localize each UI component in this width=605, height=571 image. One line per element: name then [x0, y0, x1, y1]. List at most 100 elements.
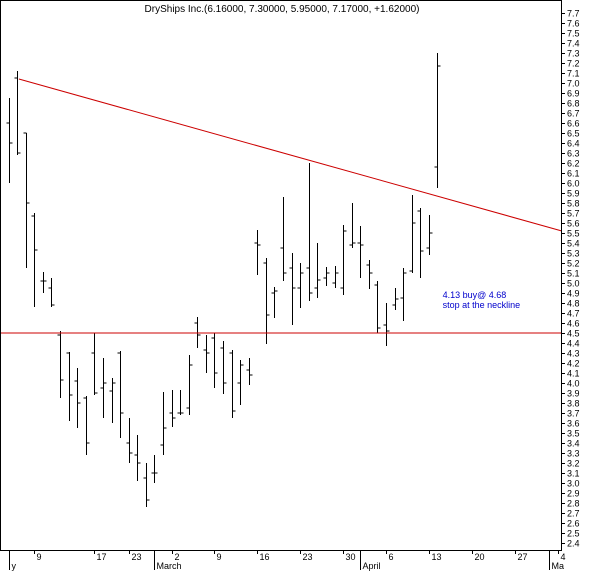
y-tick-label: 5.3	[567, 249, 580, 259]
ohlc-bar	[306, 163, 313, 301]
ohlc-bar	[323, 267, 330, 286]
ohlc-bar	[100, 358, 107, 418]
ohlc-bar	[332, 266, 339, 288]
ohlc-bar	[6, 98, 13, 183]
y-tick-label: 6.6	[567, 119, 580, 129]
y-tick-label: 4.5	[567, 329, 580, 339]
ohlc-bar	[289, 253, 296, 325]
y-tick-label: 3.2	[567, 459, 580, 469]
x-tick-label: 23	[132, 552, 142, 562]
month-label: Ma	[552, 561, 565, 571]
y-tick-label: 6.9	[567, 89, 580, 99]
y-tick-label: 5.4	[567, 239, 580, 249]
x-axis: 9 17 23 2 9 16 23 30 6 13 20 27 4y March April Ma	[9, 550, 566, 571]
x-tick-label: 9	[217, 552, 222, 562]
y-tick-label: 2.4	[567, 539, 580, 549]
month-label: April	[363, 561, 381, 571]
y-tick-label: 2.9	[567, 489, 580, 499]
y-tick-label: 7.3	[567, 49, 580, 59]
y-tick-label: 3.5	[567, 429, 580, 439]
y-tick-label: 6.2	[567, 159, 580, 169]
y-tick-label: 7.0	[567, 79, 580, 89]
annotation-text: stop at the neckline	[443, 300, 521, 310]
y-tick-label: 6.5	[567, 129, 580, 139]
y-tick-label: 3.1	[567, 469, 580, 479]
ohlc-bar	[109, 378, 116, 423]
price-bars	[6, 53, 441, 507]
ohlc-bar	[151, 455, 158, 483]
y-tick-label: 7.7	[567, 9, 580, 19]
ohlc-bar	[40, 272, 47, 293]
ohlc-bar	[349, 203, 356, 248]
y-tick-label: 2.8	[567, 499, 580, 509]
y-tick-label: 2.6	[567, 519, 580, 529]
annotation-text: 4.13 buy@ 4.68	[443, 290, 507, 300]
y-tick-label: 2.5	[567, 529, 580, 539]
x-tick-label: 20	[475, 552, 485, 562]
y-tick-label: 4.7	[567, 309, 580, 319]
x-tick-label: 9	[37, 552, 42, 562]
y-tick-label: 3.3	[567, 449, 580, 459]
y-tick-label: 6.1	[567, 169, 580, 179]
y-tick-label: 2.7	[567, 509, 580, 519]
y-tick-label: 5.6	[567, 219, 580, 229]
y-tick-label: 7.6	[567, 19, 580, 29]
ohlc-bar	[297, 263, 304, 308]
y-tick-label: 3.6	[567, 419, 580, 429]
ohlc-bar	[23, 132, 30, 268]
y-tick-label: 6.4	[567, 139, 580, 149]
y-tick-label: 6.0	[567, 179, 580, 189]
ohlc-bar	[366, 260, 373, 289]
ohlc-bar	[229, 350, 236, 418]
y-tick-label: 4.4	[567, 339, 580, 349]
y-tick-label: 3.8	[567, 399, 580, 409]
ohlc-bar	[134, 435, 141, 481]
y-tick-label: 6.8	[567, 99, 580, 109]
ohlc-bar	[126, 418, 133, 463]
ohlc-bar	[280, 197, 287, 281]
month-label: March	[157, 561, 182, 571]
ohlc-bar	[271, 287, 278, 318]
x-tick-label: 17	[97, 552, 107, 562]
x-tick-label: 2	[175, 552, 180, 562]
ohlc-bar	[74, 368, 81, 428]
ohlc-bar	[14, 71, 21, 155]
x-tick-label: 27	[518, 552, 528, 562]
x-tick-label: 23	[303, 552, 313, 562]
ohlc-bar	[400, 268, 407, 321]
y-tick-label: 5.1	[567, 269, 580, 279]
chart-title: DryShips Inc.(6.16000, 7.30000, 5.95000,…	[145, 4, 420, 15]
ohlc-bar	[340, 225, 347, 295]
ohlc-bar	[117, 351, 124, 438]
ohlc-bar	[409, 195, 416, 273]
x-tick-label: 4	[561, 552, 566, 562]
x-tick-label: 16	[260, 552, 270, 562]
y-tick-label: 7.5	[567, 29, 580, 39]
y-tick-label: 7.2	[567, 59, 580, 69]
ohlc-bar	[246, 358, 253, 385]
y-tick-label: 7.1	[567, 69, 580, 79]
ohlc-bar	[177, 390, 184, 415]
ohlc-bar	[357, 226, 364, 278]
ohlc-bar	[57, 331, 64, 398]
y-axis: 2.42.52.62.72.82.93.03.13.23.33.43.53.63…	[561, 9, 580, 549]
y-tick-label: 3.9	[567, 389, 580, 399]
y-tick-label: 3.7	[567, 409, 580, 419]
y-tick-label: 4.6	[567, 319, 580, 329]
ohlc-bar	[143, 463, 150, 507]
y-tick-label: 4.8	[567, 299, 580, 309]
y-tick-label: 4.3	[567, 349, 580, 359]
ohlc-bar	[392, 288, 399, 310]
y-tick-label: 6.3	[567, 149, 580, 159]
y-tick-label: 7.4	[567, 39, 580, 49]
y-tick-label: 5.7	[567, 209, 580, 219]
y-tick-label: 3.0	[567, 479, 580, 489]
ohlc-bar	[417, 208, 424, 278]
ohlc-bar	[48, 278, 55, 307]
x-tick-label: 13	[432, 552, 442, 562]
ohlc-bar	[169, 390, 176, 427]
y-tick-label: 5.9	[567, 189, 580, 199]
ohlc-bar	[31, 213, 38, 307]
